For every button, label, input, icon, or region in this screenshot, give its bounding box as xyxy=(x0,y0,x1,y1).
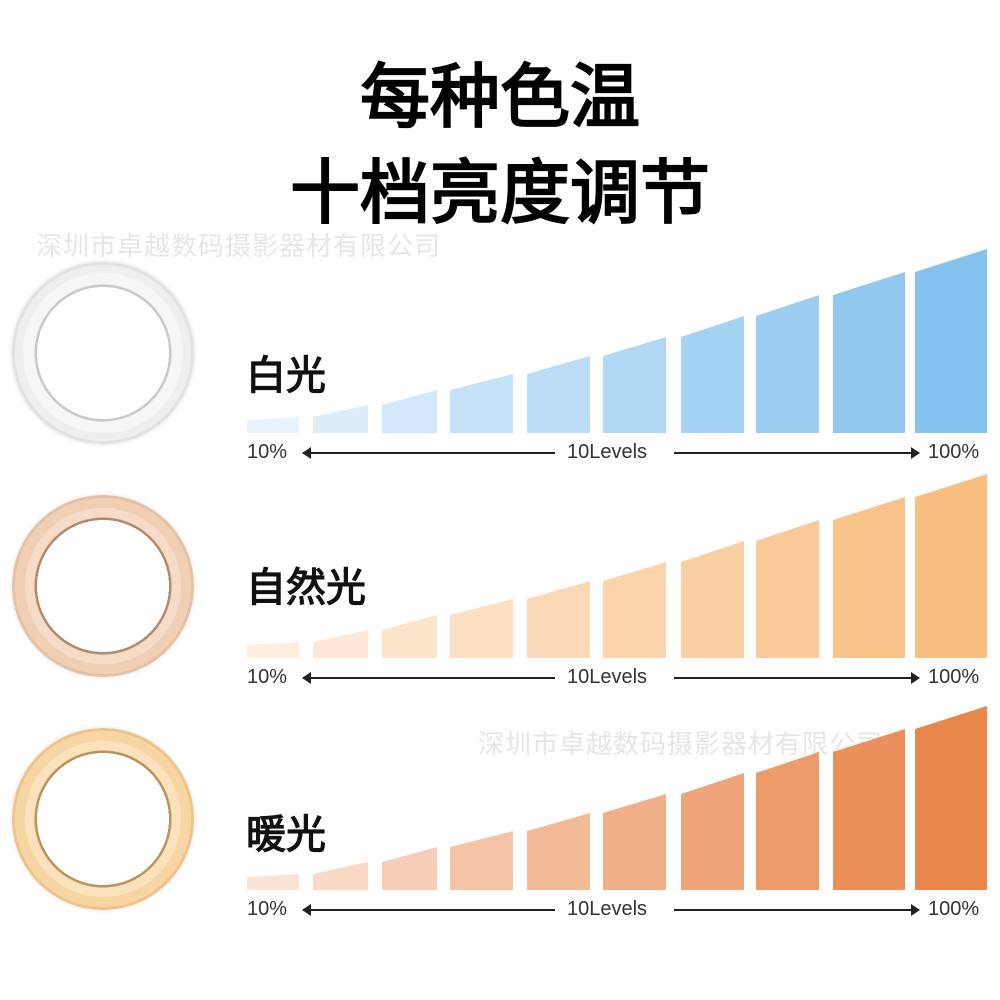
arrow-left-white xyxy=(302,447,555,459)
brightness-bar-natural-1 xyxy=(247,642,299,658)
arrow-left-warm xyxy=(302,904,555,916)
brightness-bar-white-1 xyxy=(247,417,299,433)
brightness-bar-warm-5 xyxy=(527,813,590,890)
row-label-warm: 暖光 xyxy=(246,812,326,858)
brightness-bar-natural-3 xyxy=(382,615,437,658)
brightness-bar-warm-2 xyxy=(313,862,368,890)
arrow-right-white xyxy=(674,447,920,459)
brightness-bar-warm-3 xyxy=(382,847,437,890)
brightness-bar-white-2 xyxy=(313,405,368,433)
brightness-bar-white-6 xyxy=(603,337,666,433)
brightness-bar-warm-1 xyxy=(247,874,299,890)
brightness-bar-natural-9 xyxy=(833,497,905,658)
brightness-bar-warm-6 xyxy=(603,794,666,890)
axis-max-natural: 100% xyxy=(928,666,980,688)
brightness-bar-natural-5 xyxy=(527,581,590,658)
title-line-1: 每种色温 xyxy=(360,56,640,138)
row-label-white: 白光 xyxy=(246,353,326,399)
brightness-bar-natural-4 xyxy=(450,599,513,658)
brightness-bar-white-7 xyxy=(681,316,744,433)
brightness-bar-white-10 xyxy=(915,249,987,433)
brightness-bar-natural-2 xyxy=(313,630,368,658)
brightness-bar-natural-8 xyxy=(756,520,819,658)
axis-min-warm: 10% xyxy=(247,898,288,920)
watermark-top: 深圳市卓越数码摄影器材有限公司 xyxy=(36,232,442,262)
brightness-bar-white-9 xyxy=(833,272,905,433)
brightness-bar-white-5 xyxy=(527,356,590,433)
brightness-bar-white-8 xyxy=(756,295,819,433)
brightness-bar-white-4 xyxy=(450,374,513,433)
axis-max-white: 100% xyxy=(928,441,980,463)
title-line-2: 十档亮度调节 xyxy=(290,152,710,234)
natural-light-ring-icon xyxy=(12,495,194,677)
brightness-bar-warm-10 xyxy=(915,706,987,890)
axis-max-warm: 100% xyxy=(928,898,980,920)
arrow-right-warm xyxy=(674,904,920,916)
brightness-bar-warm-8 xyxy=(756,752,819,890)
axis-min-white: 10% xyxy=(247,441,288,463)
axis-min-natural: 10% xyxy=(247,666,288,688)
brightness-bar-warm-4 xyxy=(450,831,513,890)
axis-center-natural: 10Levels xyxy=(567,666,648,688)
brightness-bar-natural-6 xyxy=(603,562,666,658)
brightness-bar-natural-10 xyxy=(915,474,987,658)
watermark-middle: 深圳市卓越数码摄影器材有限公司 xyxy=(478,730,884,760)
axis-center-warm: 10Levels xyxy=(567,898,648,920)
arrow-right-natural xyxy=(674,672,920,684)
brightness-bar-white-3 xyxy=(382,390,437,433)
arrow-left-natural xyxy=(302,672,555,684)
row-label-natural: 自然光 xyxy=(246,565,366,611)
brightness-bar-natural-7 xyxy=(681,541,744,658)
brightness-bar-warm-9 xyxy=(833,729,905,890)
brightness-bar-warm-7 xyxy=(681,773,744,890)
axis-center-white: 10Levels xyxy=(567,441,648,463)
warm-light-ring-icon xyxy=(12,728,194,910)
white-light-ring-icon xyxy=(12,262,194,444)
